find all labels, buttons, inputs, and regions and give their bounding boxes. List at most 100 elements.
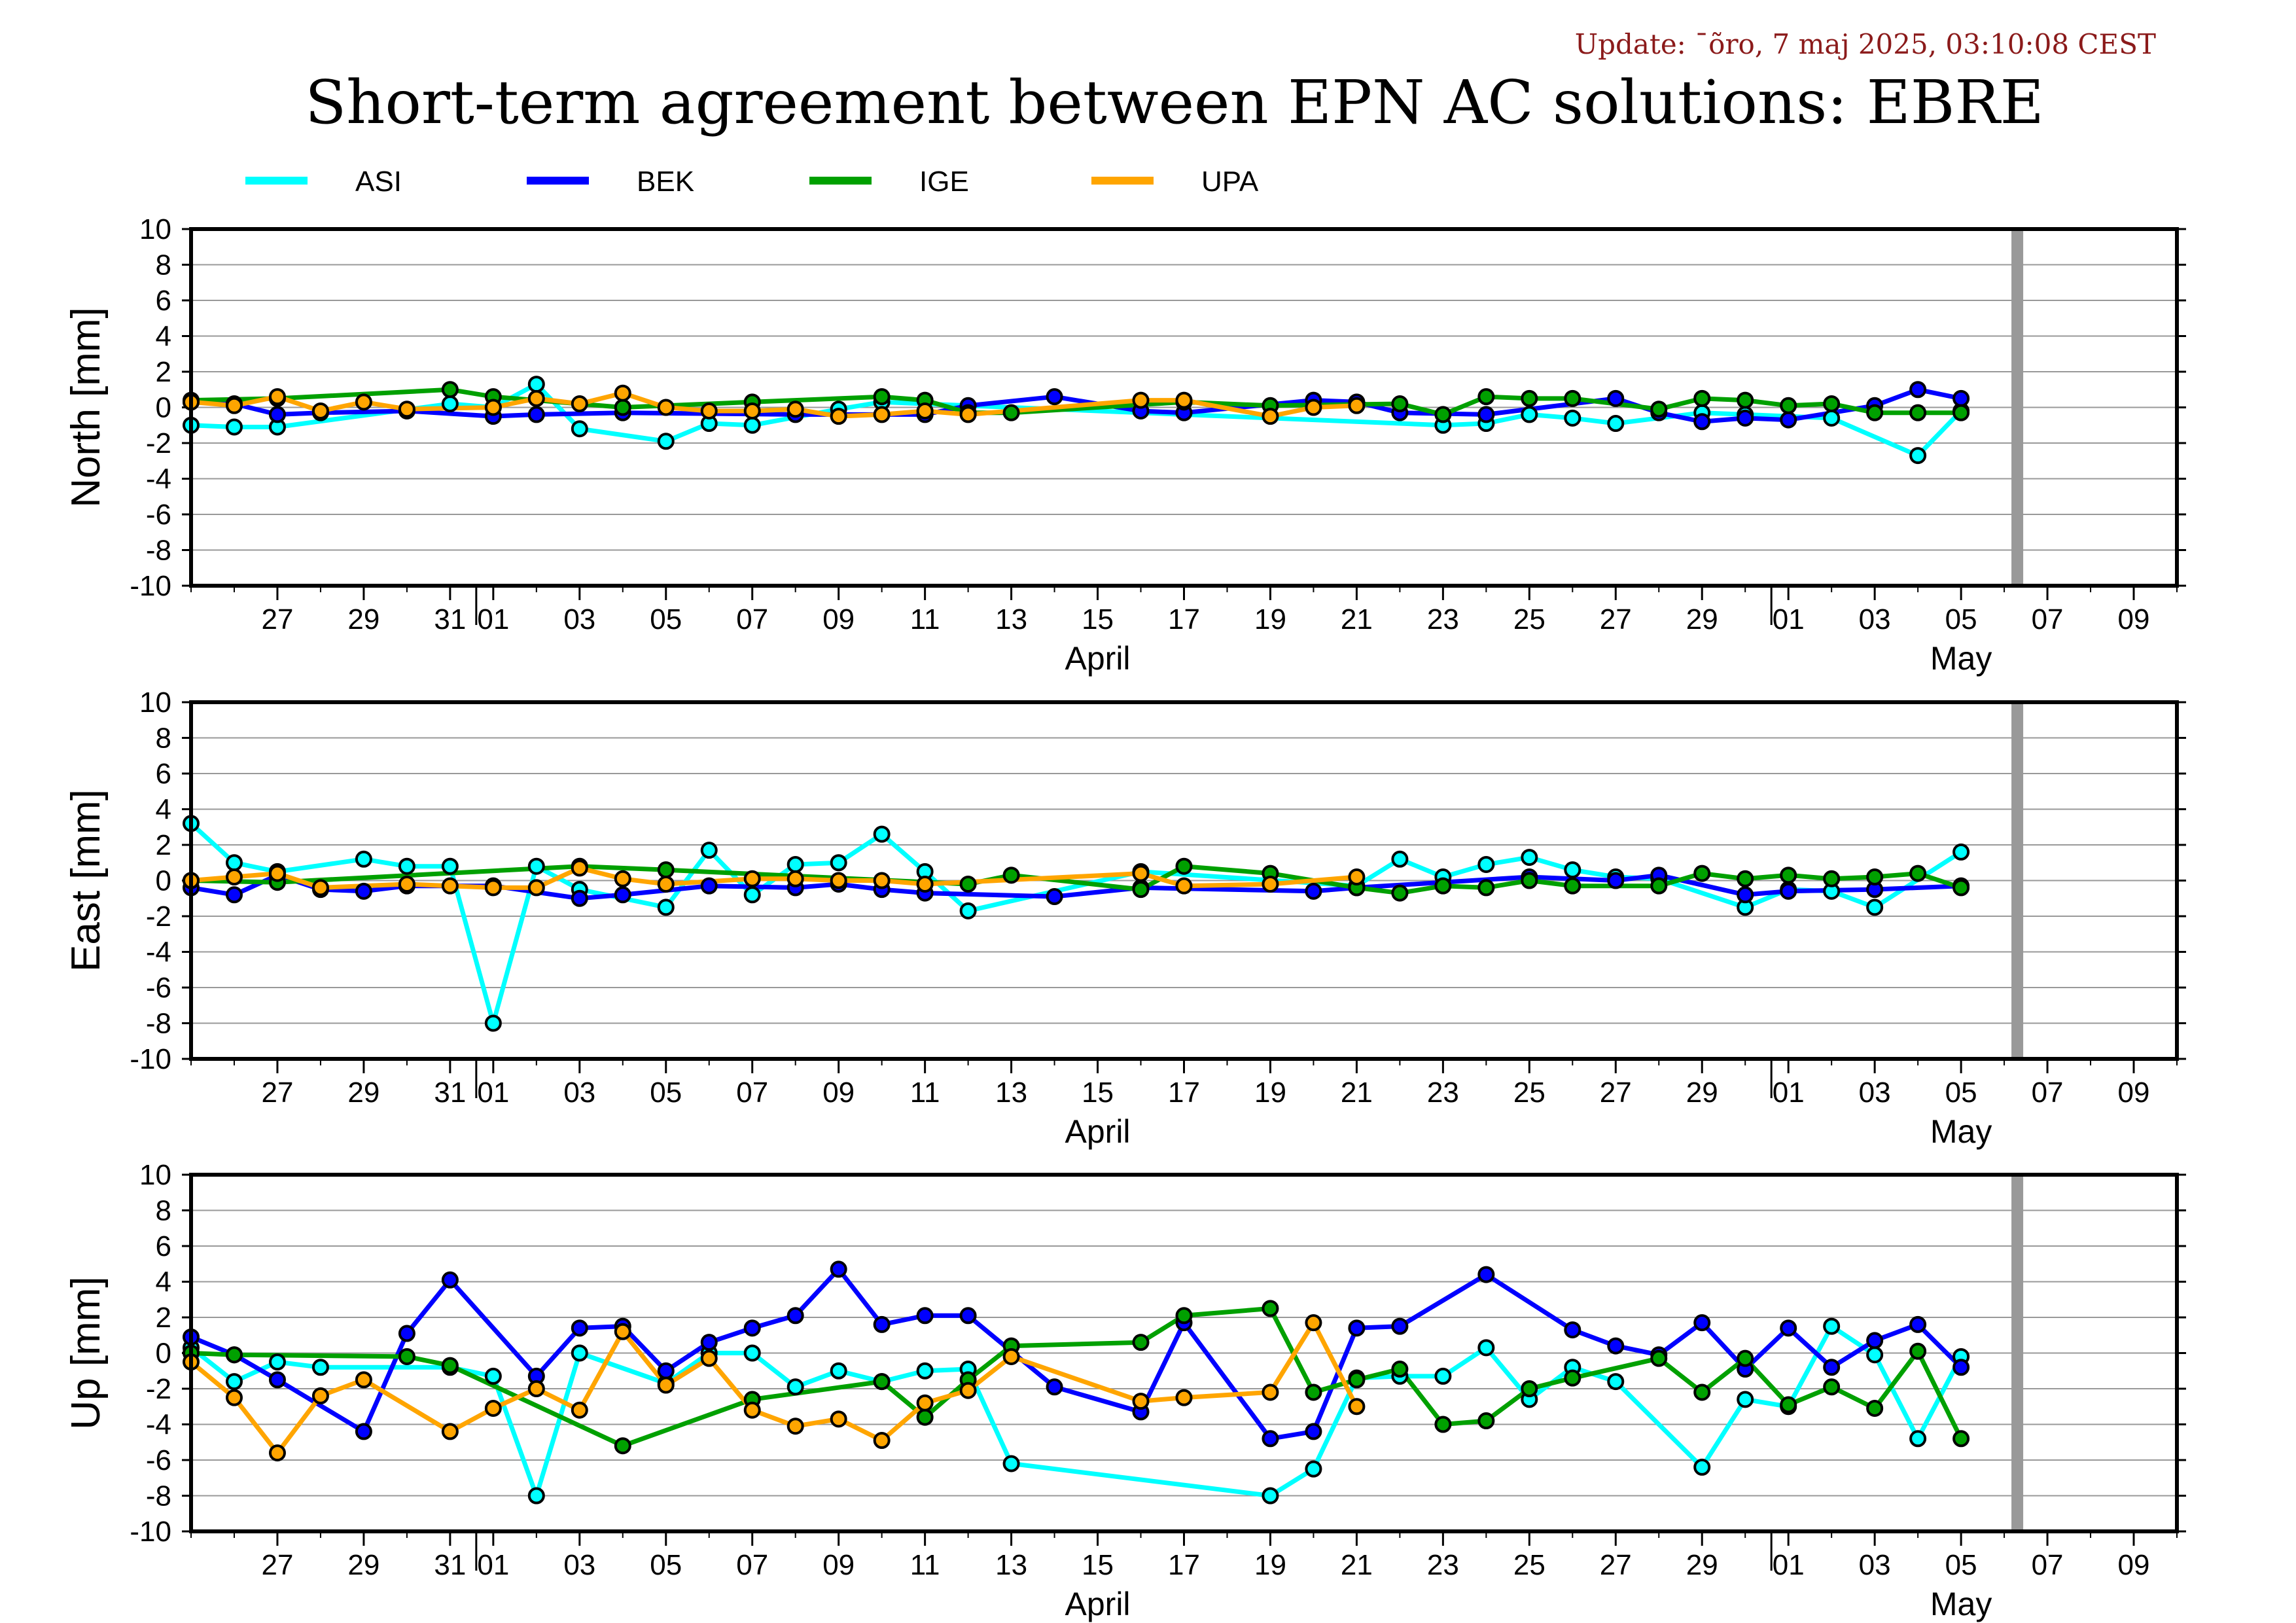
data-point-asi	[959, 902, 977, 919]
panel-frame	[189, 700, 2179, 1061]
data-point-asi	[225, 418, 243, 436]
x-tick-label: 05	[650, 1549, 682, 1581]
x-tick-label: 13	[995, 1549, 1027, 1581]
data-point-bek	[1046, 388, 1063, 406]
data-point-bek	[1477, 406, 1495, 423]
data-point-bek	[441, 1271, 459, 1289]
x-tick-label: 13	[995, 1077, 1027, 1109]
data-point-upa	[873, 1432, 891, 1450]
data-point-asi	[484, 1014, 502, 1032]
data-point-bek	[830, 1260, 847, 1278]
data-point-ige	[1866, 868, 1884, 886]
data-point-asi	[441, 857, 459, 875]
legend-label-asi: ASI	[355, 166, 402, 198]
data-point-ige	[1391, 395, 1409, 413]
data-point-asi	[873, 825, 891, 843]
data-point-ige	[225, 1346, 243, 1364]
x-tick-label: 27	[261, 1549, 293, 1581]
data-point-upa	[355, 393, 372, 411]
data-point-bek	[268, 1371, 286, 1389]
y-tick-label: -8	[146, 535, 171, 567]
data-point-upa	[830, 408, 847, 425]
data-point-upa	[311, 402, 329, 419]
data-point-bek	[1607, 389, 1625, 407]
data-point-ige	[441, 381, 459, 399]
data-point-asi	[1521, 849, 1538, 866]
data-point-ige	[1737, 1349, 1754, 1367]
x-tick-label: 21	[1341, 1077, 1373, 1109]
x-tick-label: 01	[1773, 1549, 1805, 1581]
x-tick-label: 09	[822, 1077, 855, 1109]
series-line-bek	[190, 1266, 1963, 1441]
data-point-ige	[873, 1373, 891, 1391]
legend: ASI BEK IGE UPA	[245, 166, 1259, 198]
data-point-asi	[571, 420, 588, 438]
x-tick-label: 13	[995, 603, 1027, 635]
data-point-ige	[1132, 881, 1150, 899]
x-tick-label: 23	[1427, 1077, 1459, 1109]
data-point-ige	[1693, 865, 1711, 882]
data-point-ige	[1909, 865, 1927, 882]
data-point-ige	[1780, 866, 1797, 884]
data-point-asi	[1434, 1367, 1452, 1385]
data-point-asi	[1866, 899, 1884, 916]
data-point-upa	[1132, 865, 1150, 882]
x-tick-label: 25	[1513, 1549, 1545, 1581]
data-point-asi	[1564, 861, 1581, 879]
data-point-upa	[1262, 408, 1279, 425]
data-point-asi	[1909, 447, 1927, 465]
data-point-asi	[786, 1378, 804, 1396]
data-point-ige	[1823, 395, 1841, 413]
data-point-upa	[527, 879, 545, 897]
data-point-asi	[527, 376, 545, 393]
data-point-upa	[743, 1401, 761, 1419]
y-tick-label: 6	[156, 758, 171, 790]
data-point-ige	[1866, 404, 1884, 421]
data-point-ige	[1477, 1412, 1495, 1430]
x-tick-label: 07	[2032, 603, 2064, 635]
x-tick-label: 29	[347, 1549, 380, 1581]
data-point-ige	[1434, 1416, 1452, 1433]
y-tick-label: -6	[146, 972, 171, 1004]
data-point-upa	[657, 399, 675, 416]
y-tick-label: -6	[146, 1444, 171, 1476]
data-point-ige	[1952, 404, 1970, 421]
y-tick-label: 8	[156, 249, 171, 281]
data-point-asi	[1737, 1391, 1754, 1408]
data-point-ige	[1737, 391, 1754, 409]
x-tick-label: 09	[822, 1549, 855, 1581]
data-point-upa	[225, 397, 243, 414]
data-point-upa	[441, 1423, 459, 1440]
data-point-ige	[1521, 389, 1538, 407]
data-point-upa	[398, 401, 415, 418]
y-tick-label: -2	[146, 901, 171, 933]
data-point-ige	[916, 1408, 934, 1426]
data-point-asi	[1823, 1317, 1841, 1335]
chart-title: Short-term agreement between EPN AC solu…	[305, 67, 2044, 137]
x-tick-label: 23	[1427, 1549, 1459, 1581]
data-point-upa	[959, 406, 977, 423]
data-point-upa	[398, 875, 415, 893]
data-point-upa	[355, 1371, 372, 1389]
x-tick-label: 07	[736, 603, 768, 635]
y-axis-label: North [mm]	[63, 307, 109, 508]
y-tick-label: -8	[146, 1008, 171, 1040]
data-point-bek	[225, 886, 243, 904]
data-point-upa	[743, 870, 761, 887]
data-point-ige	[1693, 389, 1711, 407]
data-point-upa	[873, 406, 891, 423]
x-tick-label: 31	[434, 1077, 466, 1109]
data-point-ige	[1132, 1334, 1150, 1351]
data-point-asi	[1866, 1346, 1884, 1364]
data-point-ige	[657, 861, 675, 879]
y-tick-label: 4	[156, 794, 171, 826]
data-point-upa	[830, 1410, 847, 1428]
data-point-ige	[1823, 1378, 1841, 1396]
y-tick-label: 10	[139, 213, 171, 245]
data-point-upa	[268, 865, 286, 882]
x-tick-label: 09	[2118, 603, 2150, 635]
data-point-asi	[527, 1487, 545, 1505]
data-point-upa	[916, 402, 934, 419]
data-point-ige	[398, 1347, 415, 1365]
data-point-upa	[484, 399, 502, 416]
